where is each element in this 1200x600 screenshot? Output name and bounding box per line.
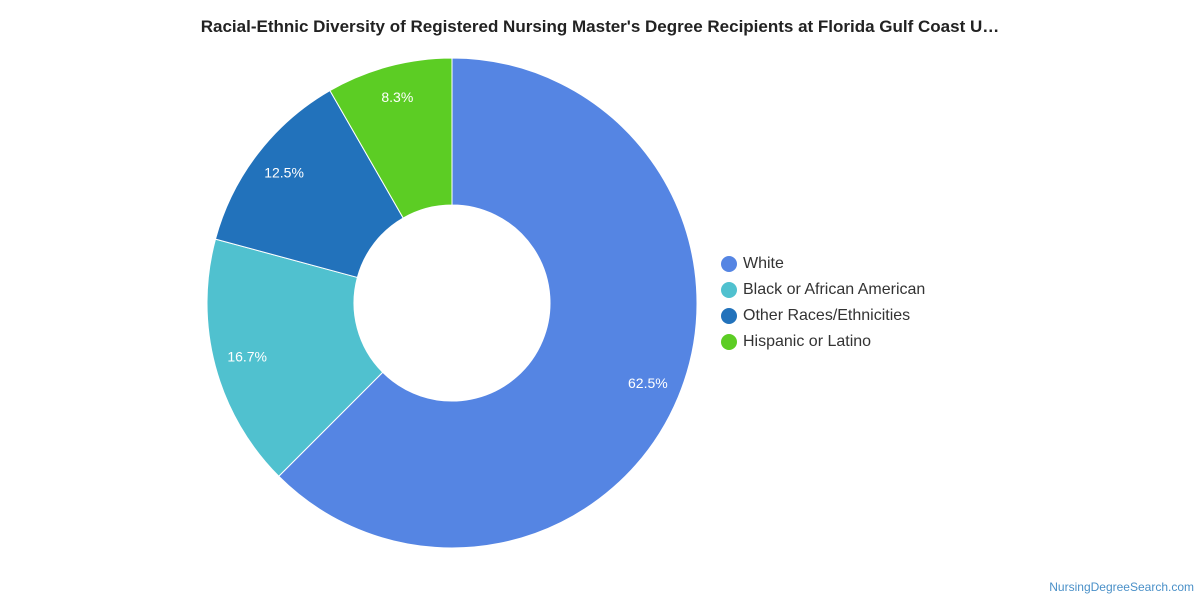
chart-title: Racial-Ethnic Diversity of Registered Nu… [200, 17, 1000, 36]
legend-label-black-or-african-american: Black or African American [743, 281, 925, 298]
donut-slices [206, 57, 698, 549]
legend-label-other-races-ethnicities: Other Races/Ethnicities [743, 307, 910, 324]
legend-item-white[interactable]: White [721, 255, 784, 272]
slice-label-white: 62.5% [628, 375, 668, 391]
legend-swatch-hispanic-or-latino [721, 334, 737, 350]
legend-swatch-black-or-african-american [721, 282, 737, 298]
slice-label-other-races-ethnicities: 12.5% [264, 164, 304, 180]
slice-label-hispanic-or-latino: 8.3% [381, 89, 413, 105]
legend-label-white: White [743, 255, 784, 272]
slice-white[interactable] [278, 57, 698, 549]
slice-hispanic-or-latino[interactable] [329, 57, 453, 219]
slice-label-black-or-african-american: 16.7% [227, 348, 267, 364]
legend-item-other-races-ethnicities[interactable]: Other Races/Ethnicities [721, 307, 910, 324]
legend-swatch-other-races-ethnicities [721, 308, 737, 324]
legend-swatch-white [721, 256, 737, 272]
site-credit[interactable]: NursingDegreeSearch.com [1049, 580, 1194, 594]
legend-item-black-or-african-american[interactable]: Black or African American [721, 281, 925, 298]
slice-labels: 62.5% 16.7% 12.5% 8.3% [227, 89, 667, 391]
legend-label-hispanic-or-latino: Hispanic or Latino [743, 333, 871, 350]
legend: White Black or African American Other Race… [721, 255, 925, 350]
legend-item-hispanic-or-latino[interactable]: Hispanic or Latino [721, 333, 871, 350]
slice-black-or-african-american[interactable] [206, 238, 384, 477]
